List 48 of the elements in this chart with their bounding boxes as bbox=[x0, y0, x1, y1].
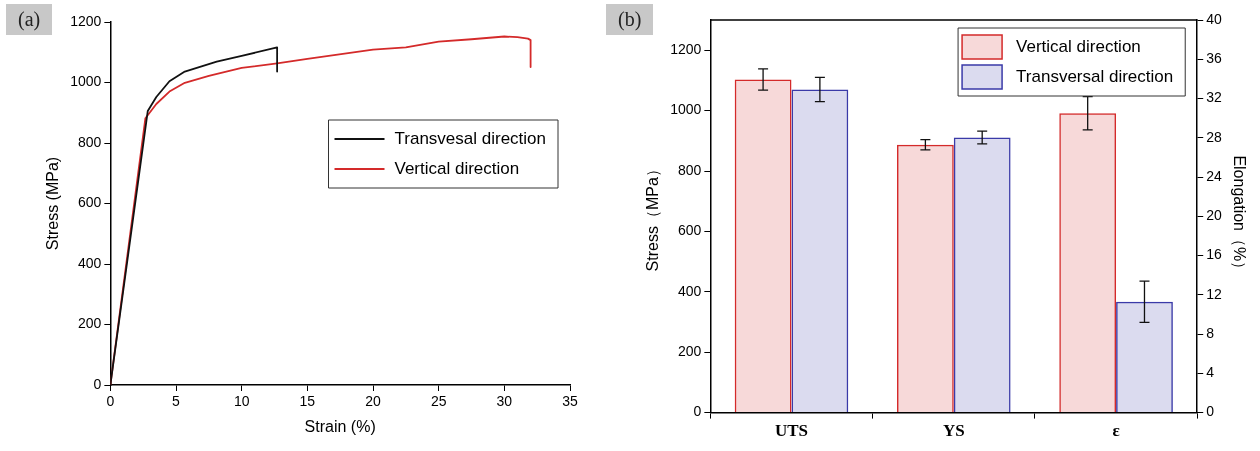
x-tick-label: 0 bbox=[106, 393, 115, 410]
y-tick-label: 600 bbox=[677, 222, 702, 239]
bar bbox=[734, 79, 792, 413]
bar bbox=[953, 137, 1011, 413]
chart-title: (a) bbox=[6, 4, 53, 35]
y-axis-title: Stress（MPa） bbox=[644, 161, 662, 272]
y2-tick-label: 32 bbox=[1206, 89, 1223, 106]
y-tick-label: 1200 bbox=[70, 12, 102, 29]
bar bbox=[896, 144, 954, 413]
x-tick-label: 20 bbox=[365, 393, 381, 410]
y-tick-label: 400 bbox=[77, 254, 102, 271]
y2-tick-label: 4 bbox=[1206, 364, 1215, 381]
y2-tick-label: 16 bbox=[1206, 246, 1223, 263]
legend-label: Transvesal direction bbox=[394, 128, 547, 148]
y-tick-label: 0 bbox=[93, 375, 102, 392]
y2-tick-label: 40 bbox=[1206, 10, 1223, 27]
y-tick-label: 1200 bbox=[670, 41, 702, 58]
y-tick-label: 400 bbox=[677, 282, 702, 299]
x-tick-label: 35 bbox=[562, 393, 578, 410]
chart-title: (b) bbox=[606, 4, 654, 35]
bar bbox=[791, 89, 849, 413]
y-tick-label: 200 bbox=[77, 315, 102, 332]
x-tick-label: UTS bbox=[774, 421, 809, 441]
x-axis-title: Strain (%) bbox=[304, 417, 376, 435]
legend-label: Transversal direction bbox=[1016, 66, 1174, 86]
y2-tick-label: 8 bbox=[1206, 324, 1215, 341]
legend-label: Vertical direction bbox=[1016, 36, 1141, 56]
x-tick-label: YS bbox=[942, 421, 965, 441]
x-tick-label: 10 bbox=[233, 393, 250, 410]
x-tick-label: 5 bbox=[172, 393, 181, 410]
x-tick-label: 25 bbox=[430, 393, 447, 410]
x-tick-label: ε bbox=[1112, 421, 1120, 441]
y2-tick-label: 20 bbox=[1206, 207, 1223, 224]
y-tick-label: 800 bbox=[677, 161, 702, 178]
y-axis-title: Stress (MPa) bbox=[44, 156, 62, 251]
x-tick-label: 15 bbox=[299, 393, 316, 410]
legend-label: Vertical direction bbox=[394, 158, 520, 178]
y2-tick-label: 28 bbox=[1206, 128, 1223, 145]
x-tick-label: 30 bbox=[496, 393, 513, 410]
y2-axis-title: Elongation（%） bbox=[1230, 155, 1248, 278]
y2-tick-label: 36 bbox=[1206, 50, 1223, 67]
y2-tick-label: 12 bbox=[1206, 285, 1223, 302]
y2-tick-label: 24 bbox=[1206, 167, 1223, 184]
y-tick-label: 1000 bbox=[70, 73, 102, 90]
y-tick-label: 800 bbox=[77, 133, 102, 150]
y-tick-label: 600 bbox=[77, 194, 102, 211]
y-tick-label: 200 bbox=[677, 343, 702, 360]
y-tick-label: 1000 bbox=[670, 101, 702, 118]
